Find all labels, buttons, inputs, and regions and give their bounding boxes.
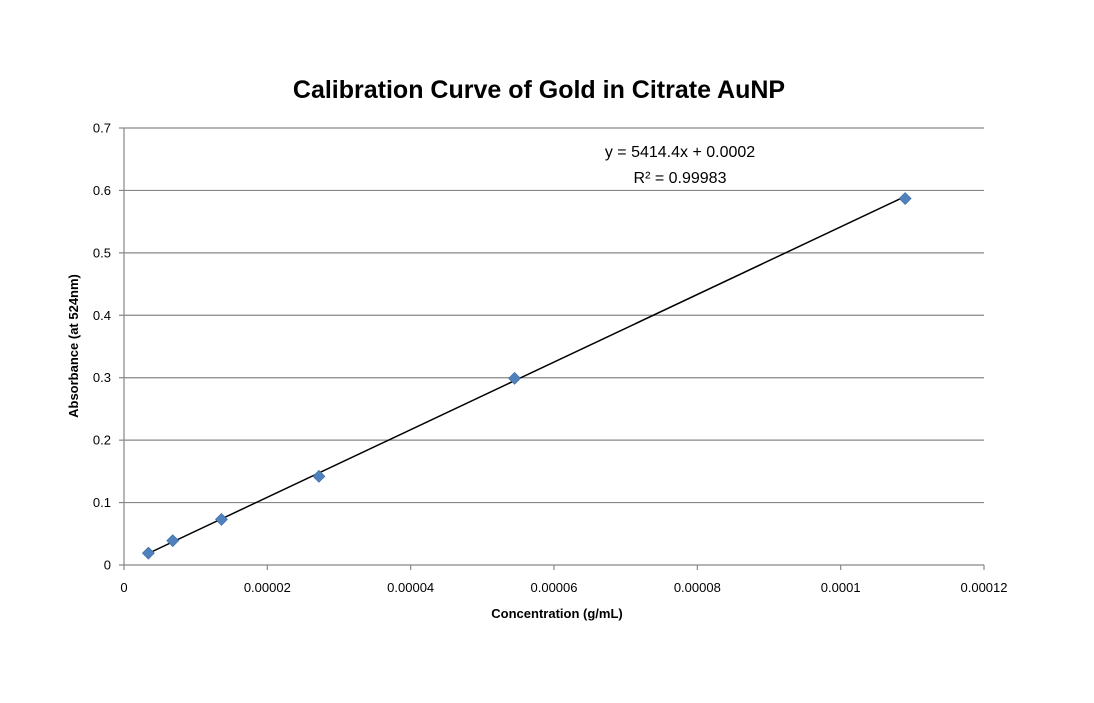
data-point [312, 469, 326, 483]
axes [123, 128, 985, 570]
x-tick-label: 0.00008 [674, 580, 721, 595]
trendline [148, 195, 906, 555]
x-tick-label: 0.00006 [531, 580, 578, 595]
x-axis-label: Concentration (g/mL) [491, 606, 622, 621]
trendline-path [148, 195, 906, 555]
y-tick-label: 0.7 [93, 121, 111, 136]
y-tick-label: 0.4 [93, 308, 111, 323]
y-axis-label: Absorbance (at 524nm) [66, 274, 81, 418]
y-tick-label: 0 [104, 558, 111, 573]
trendline-r-squared: R² = 0.99983 [634, 170, 727, 187]
y-tick-label: 0.5 [93, 245, 111, 260]
chart-title: Calibration Curve of Gold in Citrate AuN… [293, 76, 785, 104]
y-tick-label: 0.6 [93, 183, 111, 198]
data-point [508, 371, 522, 385]
data-point [215, 513, 228, 526]
x-tick-label: 0.00012 [961, 580, 1008, 595]
gridlines [119, 127, 984, 566]
x-tick-labels: 0 0.00002 0.00004 0.00006 0.00008 0.0001 0.000… [120, 580, 1007, 595]
x-tick-label: 0.0001 [821, 580, 861, 595]
y-tick-label: 0.3 [93, 370, 111, 385]
y-tick-labels: 0 0.1 0.2 0.3 0.4 0.5 0.6 0.7 [93, 121, 111, 573]
data-points [141, 192, 912, 560]
data-point [166, 534, 180, 548]
x-tick-label: 0 [120, 580, 127, 595]
x-tick-label: 0.00002 [244, 580, 291, 595]
y-tick-label: 0.1 [93, 495, 111, 510]
y-tick-label: 0.2 [93, 433, 111, 448]
data-point [141, 546, 155, 560]
x-tick-label: 0.00004 [387, 580, 434, 595]
data-point [898, 192, 912, 205]
trendline-equation: y = 5414.4x + 0.0002 [605, 144, 755, 161]
